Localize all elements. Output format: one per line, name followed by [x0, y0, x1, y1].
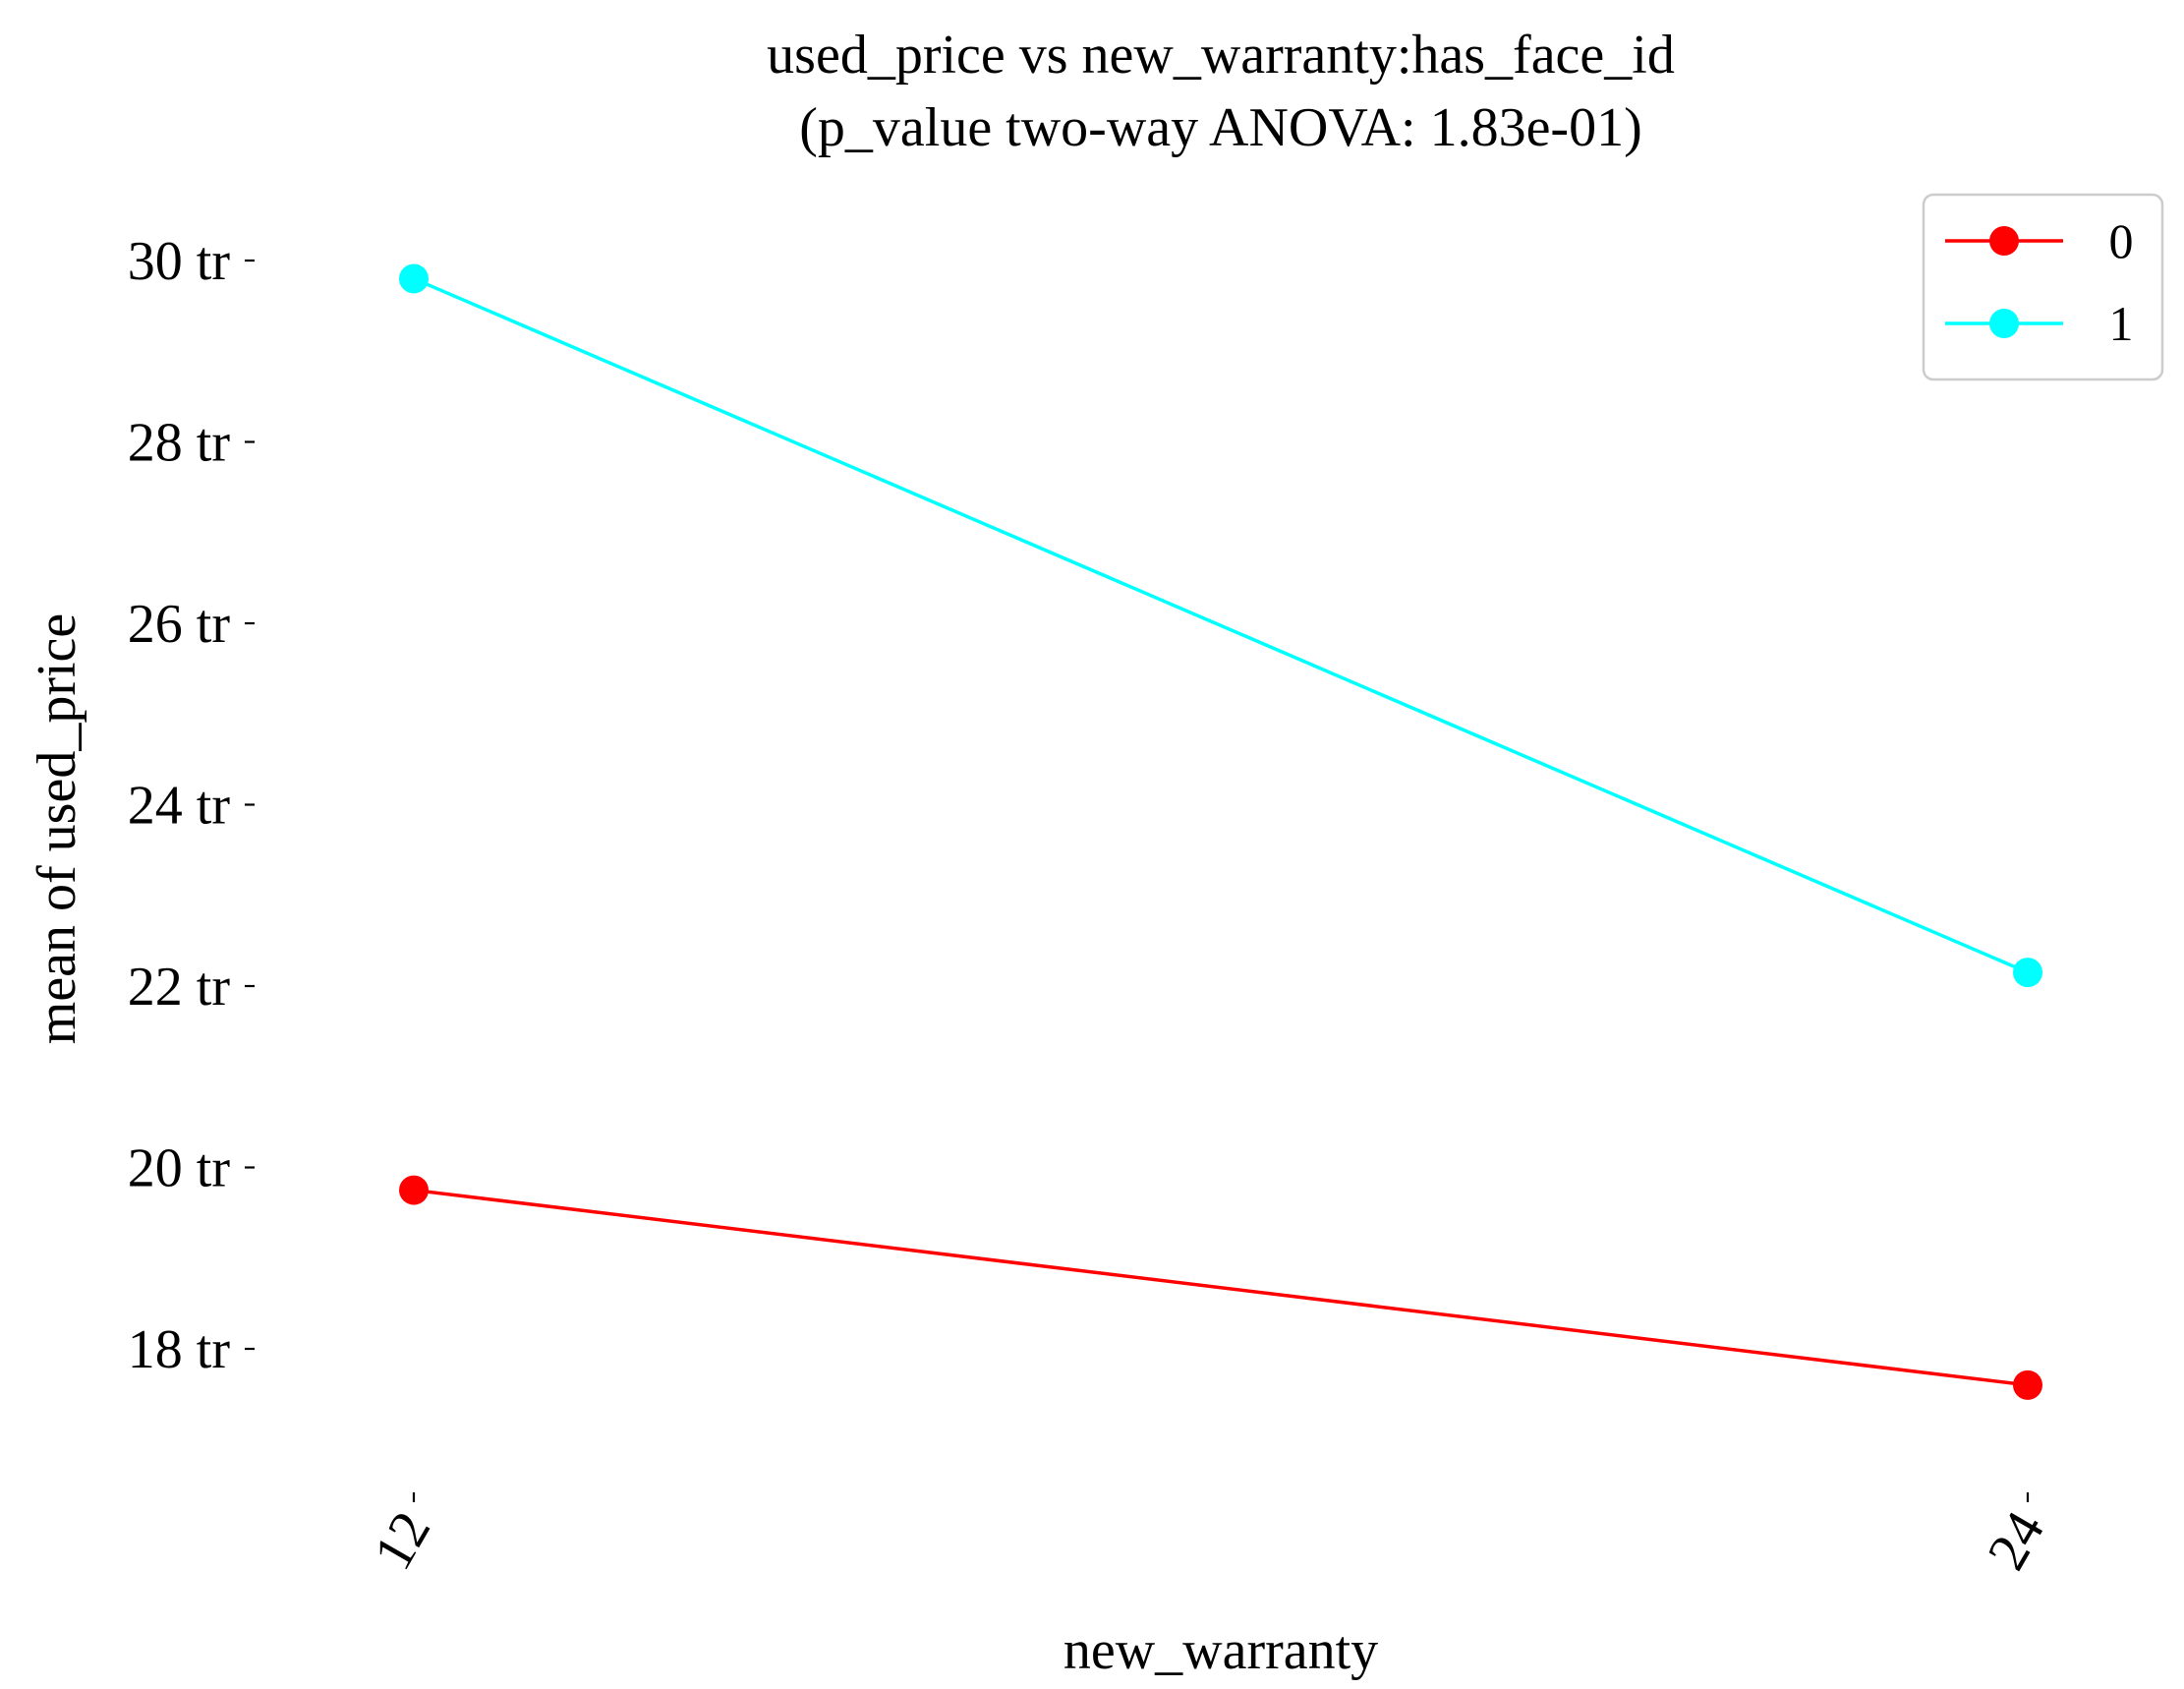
x-tick-label: 12	[363, 1502, 443, 1580]
y-tick-label: 24 tr	[128, 776, 231, 837]
legend-item: 0	[1945, 213, 2134, 268]
chart-subtitle: (p_value two-way ANOVA: 1.83e-01)	[799, 97, 1641, 158]
y-axis: 18 tr 20 tr 22 tr 24 tr 26 tr 28 tr 30 tr	[128, 231, 255, 1380]
legend-marker	[1989, 226, 2019, 256]
data-point	[2013, 958, 2042, 988]
y-axis-label: mean of used_price	[27, 613, 87, 1044]
x-axis: 12 24	[363, 1492, 2057, 1580]
y-tick-label: 28 tr	[128, 413, 231, 474]
series-layer	[399, 263, 2042, 1400]
data-point	[399, 1175, 429, 1205]
data-point	[2013, 1369, 2042, 1400]
legend-label: 0	[2109, 213, 2134, 268]
series-line	[413, 1188, 2029, 1387]
y-tick-label: 26 tr	[128, 594, 231, 655]
y-tick-label: 22 tr	[128, 957, 231, 1018]
x-tick-label: 24	[1977, 1502, 2057, 1580]
legend-item: 1	[1945, 296, 2134, 351]
y-tick-label: 30 tr	[128, 231, 231, 292]
series-line	[413, 276, 2029, 974]
data-point	[399, 263, 429, 294]
legend: 01	[1922, 193, 2164, 381]
legend-marker	[1989, 309, 2019, 338]
x-axis-label: new_warranty	[1063, 1620, 1378, 1681]
y-tick-label: 18 tr	[128, 1319, 231, 1380]
series-0	[399, 1175, 2042, 1400]
chart-title: used_price vs new_warranty:has_face_id	[767, 25, 1675, 86]
y-tick-label: 20 tr	[128, 1138, 231, 1199]
legend-label: 1	[2109, 296, 2134, 351]
series-1	[399, 263, 2042, 988]
